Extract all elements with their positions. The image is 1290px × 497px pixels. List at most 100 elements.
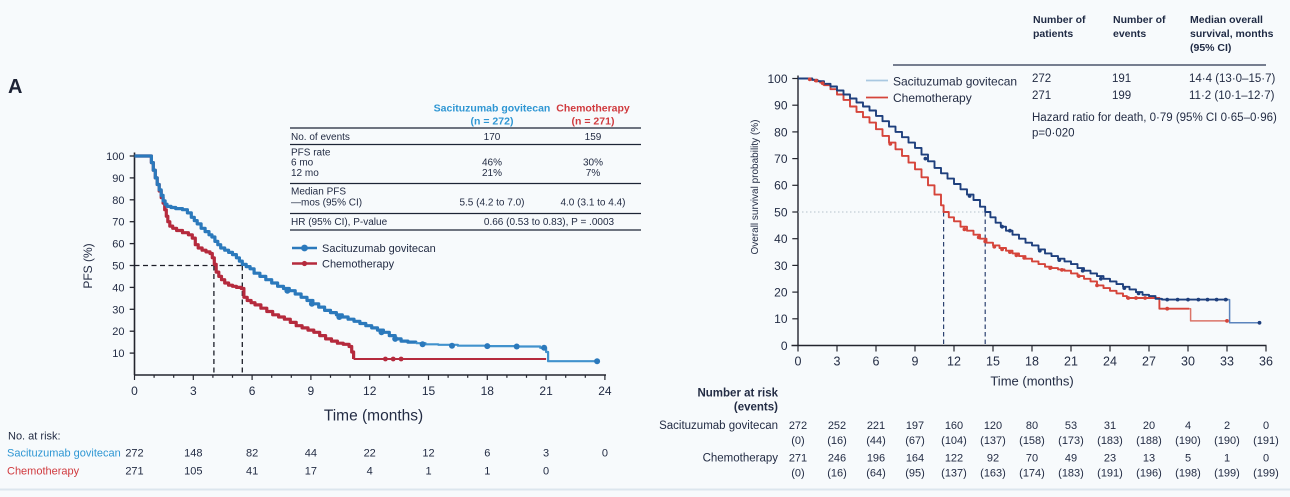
svg-text:24: 24 xyxy=(598,384,612,398)
svg-text:272: 272 xyxy=(789,420,807,432)
svg-text:120: 120 xyxy=(984,420,1002,432)
svg-text:272: 272 xyxy=(125,448,143,460)
svg-text:22: 22 xyxy=(364,448,376,460)
svg-text:A: A xyxy=(8,76,22,98)
svg-text:(190): (190) xyxy=(1214,435,1240,447)
svg-text:p=0·020: p=0·020 xyxy=(1032,128,1075,140)
svg-text:(199): (199) xyxy=(1214,468,1240,480)
svg-text:12: 12 xyxy=(363,384,377,398)
svg-text:90: 90 xyxy=(774,99,788,113)
svg-text:30%: 30% xyxy=(583,158,603,169)
svg-text:Chemotherapy: Chemotherapy xyxy=(893,91,972,105)
svg-text:(95): (95) xyxy=(905,468,925,480)
svg-text:164: 164 xyxy=(906,453,924,465)
svg-text:31: 31 xyxy=(1104,420,1116,432)
svg-text:HR (95% CI), P-value: HR (95% CI), P-value xyxy=(291,217,388,228)
svg-text:18: 18 xyxy=(1025,355,1039,369)
svg-text:90: 90 xyxy=(112,173,124,185)
svg-text:(158): (158) xyxy=(1019,435,1045,447)
svg-text:23: 23 xyxy=(1104,453,1116,465)
svg-text:21: 21 xyxy=(1064,355,1078,369)
svg-text:60: 60 xyxy=(112,239,124,251)
svg-text:Sacituzumab govitecan: Sacituzumab govitecan xyxy=(322,243,436,255)
svg-text:6: 6 xyxy=(484,448,490,460)
svg-text:Sacituzumab govitecan: Sacituzumab govitecan xyxy=(434,103,551,115)
svg-text:9: 9 xyxy=(912,355,919,369)
svg-text:80: 80 xyxy=(112,195,124,207)
svg-text:9: 9 xyxy=(308,384,315,398)
svg-text:0: 0 xyxy=(543,466,549,478)
svg-text:Number at risk: Number at risk xyxy=(697,388,778,400)
svg-text:50: 50 xyxy=(774,205,788,219)
svg-text:20: 20 xyxy=(774,286,788,300)
svg-text:5: 5 xyxy=(1185,453,1191,465)
svg-text:(137): (137) xyxy=(941,468,967,480)
svg-text:221: 221 xyxy=(867,420,885,432)
svg-text:20: 20 xyxy=(112,326,124,338)
svg-text:272: 272 xyxy=(1032,73,1051,85)
svg-text:(64): (64) xyxy=(866,468,886,480)
svg-text:191: 191 xyxy=(1112,73,1131,85)
svg-text:40: 40 xyxy=(774,232,788,246)
svg-text:160: 160 xyxy=(945,420,963,432)
svg-text:0: 0 xyxy=(131,384,138,398)
svg-text:170: 170 xyxy=(484,132,501,143)
svg-text:1: 1 xyxy=(425,466,431,478)
svg-text:49: 49 xyxy=(1065,453,1077,465)
svg-text:PFS (%): PFS (%) xyxy=(81,243,95,288)
svg-text:(191): (191) xyxy=(1253,435,1279,447)
svg-text:82: 82 xyxy=(246,448,258,460)
svg-text:11·2 (10·1–12·7): 11·2 (10·1–12·7) xyxy=(1189,90,1275,102)
svg-text:Chemotherapy: Chemotherapy xyxy=(7,466,80,478)
svg-text:40: 40 xyxy=(112,282,124,294)
svg-text:0: 0 xyxy=(795,355,802,369)
svg-text:17: 17 xyxy=(305,466,317,478)
svg-text:(0): (0) xyxy=(791,435,804,447)
svg-text:0.66 (0.53 to 0.83), P = .0003: 0.66 (0.53 to 0.83), P = .0003 xyxy=(484,217,615,228)
svg-text:27: 27 xyxy=(1142,355,1156,369)
svg-text:20: 20 xyxy=(1143,420,1155,432)
svg-text:(199): (199) xyxy=(1253,468,1279,480)
svg-text:Median PFS: Median PFS xyxy=(291,187,346,198)
svg-text:271: 271 xyxy=(125,466,143,478)
svg-text:15: 15 xyxy=(422,384,436,398)
svg-text:events: events xyxy=(1113,28,1146,40)
svg-text:80: 80 xyxy=(1026,420,1038,432)
svg-text:5.5 (4.2 to 7.0): 5.5 (4.2 to 7.0) xyxy=(459,198,524,209)
svg-text:196: 196 xyxy=(867,453,885,465)
svg-text:15: 15 xyxy=(986,355,1000,369)
svg-text:80: 80 xyxy=(774,125,788,139)
svg-text:70: 70 xyxy=(774,152,788,166)
svg-text:Sacituzumab govitecan: Sacituzumab govitecan xyxy=(7,448,121,460)
svg-text:—mos (95% CI): —mos (95% CI) xyxy=(291,198,362,209)
svg-text:3: 3 xyxy=(834,355,841,369)
svg-text:271: 271 xyxy=(1032,90,1051,102)
svg-text:(events): (events) xyxy=(734,402,778,414)
svg-text:(16): (16) xyxy=(827,435,847,447)
svg-text:(173): (173) xyxy=(1058,435,1084,447)
svg-text:36: 36 xyxy=(1259,355,1273,369)
svg-text:Chemotherapy: Chemotherapy xyxy=(556,103,630,115)
svg-text:(95% CI): (95% CI) xyxy=(1190,42,1231,54)
svg-text:0: 0 xyxy=(1263,420,1269,432)
svg-text:41: 41 xyxy=(246,466,258,478)
svg-text:0: 0 xyxy=(781,339,788,353)
svg-text:(188): (188) xyxy=(1136,435,1162,447)
svg-text:246: 246 xyxy=(828,453,846,465)
svg-text:0: 0 xyxy=(1263,453,1269,465)
svg-text:60: 60 xyxy=(774,179,788,193)
svg-text:46%: 46% xyxy=(482,158,502,169)
svg-text:3: 3 xyxy=(543,448,549,460)
svg-text:6: 6 xyxy=(249,384,256,398)
svg-text:10: 10 xyxy=(774,312,788,326)
svg-text:No. at risk:: No. at risk: xyxy=(8,431,61,443)
svg-text:13: 13 xyxy=(1143,453,1155,465)
svg-text:70: 70 xyxy=(112,217,124,229)
svg-text:10: 10 xyxy=(112,348,124,360)
svg-text:6 mo: 6 mo xyxy=(291,158,314,169)
svg-text:21%: 21% xyxy=(482,168,502,179)
svg-text:(196): (196) xyxy=(1136,468,1162,480)
svg-text:148: 148 xyxy=(184,448,202,460)
svg-text:122: 122 xyxy=(945,453,963,465)
svg-text:(183): (183) xyxy=(1097,435,1123,447)
